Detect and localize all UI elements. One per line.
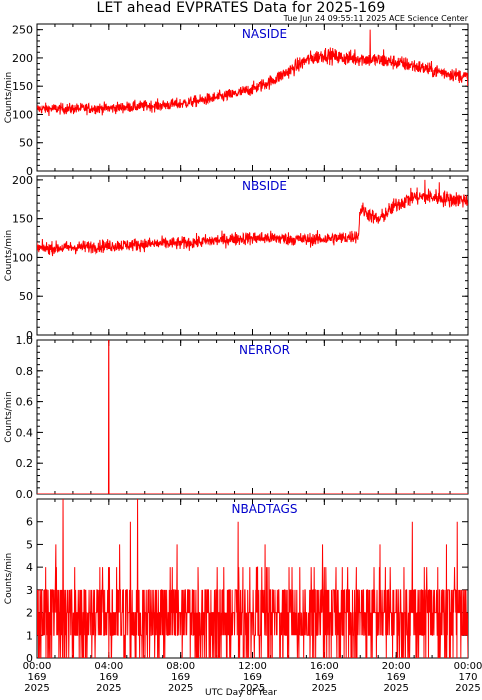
panel-label: NBSIDE xyxy=(242,179,287,193)
y-tick-label: 0 xyxy=(26,329,33,342)
chart-title: LET ahead EVPRATES Data for 2025-169 xyxy=(96,0,386,16)
x-axis-title: UTC Day of Year xyxy=(205,688,277,698)
y-axis-label: Counts/min xyxy=(4,230,14,281)
x-tick-label-time: 12:00 xyxy=(238,661,267,672)
plot-frame xyxy=(36,339,469,495)
x-tick-label-day: 170 xyxy=(458,672,477,683)
panel-label: NERROR xyxy=(239,343,290,357)
x-tick-label-day: 169 xyxy=(99,672,118,683)
x-tick-label-time: 16:00 xyxy=(310,661,339,672)
y-axis-label: Counts/min xyxy=(4,553,14,604)
x-tick-label-time: 00:00 xyxy=(454,661,482,672)
x-tick-label-year: 2025 xyxy=(383,683,408,694)
series-line-nbadtags xyxy=(37,499,468,658)
y-tick-label: 5 xyxy=(26,538,33,551)
y-tick-label: 2 xyxy=(26,607,33,620)
x-tick-label-day: 169 xyxy=(171,672,190,683)
y-tick-label: 200 xyxy=(12,174,33,187)
plot-frame xyxy=(36,175,469,336)
y-tick-label: 4 xyxy=(26,561,33,574)
y-tick-label: 100 xyxy=(12,251,33,264)
x-tick-label-year: 2025 xyxy=(24,683,49,694)
y-tick-label: 50 xyxy=(19,137,33,150)
x-tick-label-time: 08:00 xyxy=(166,661,195,672)
y-tick-label: 150 xyxy=(12,80,33,93)
y-tick-label: 100 xyxy=(12,108,33,121)
y-tick-label: 1 xyxy=(26,629,33,642)
timestamp-label: Tue Jun 24 09:55:11 2025 ACE Science Cen… xyxy=(283,14,468,23)
y-tick-label: 6 xyxy=(26,516,33,529)
x-axis-labels: 00:00169202504:00169202508:00169202512:0… xyxy=(23,661,482,694)
x-tick-label-year: 2025 xyxy=(168,683,193,694)
y-tick-label: 200 xyxy=(12,52,33,65)
x-tick-label-year: 2025 xyxy=(240,683,265,694)
y-tick-label: 0.6 xyxy=(16,396,34,409)
y-tick-label: 3 xyxy=(26,584,33,597)
x-tick-label-time: 20:00 xyxy=(382,661,411,672)
x-tick-label-day: 169 xyxy=(243,672,262,683)
x-tick-label-time: 04:00 xyxy=(94,661,123,672)
series-line-nerror xyxy=(37,340,468,494)
panel-nbside: 0 50 100 150 200 Counts/min NBSIDE xyxy=(4,174,469,342)
series-line-naside xyxy=(37,29,468,116)
series-line-nbside xyxy=(37,179,468,257)
x-tick-label-time: 00:00 xyxy=(23,661,52,672)
y-tick-label: 0.8 xyxy=(16,365,34,378)
y-tick-label: 0.4 xyxy=(16,426,34,439)
x-tick-label-day: 169 xyxy=(387,672,406,683)
x-tick-label-year: 2025 xyxy=(96,683,121,694)
y-tick-label: 1.0 xyxy=(16,334,34,347)
panel-nerror: 0.0 0.2 0.4 0.6 0.8 1.0 Counts/min NERROR xyxy=(4,334,469,501)
y-tick-label: 0.0 xyxy=(16,488,34,501)
y-axis-label: Counts/min xyxy=(4,72,14,123)
y-tick-label: 0 xyxy=(26,165,33,178)
panel-label: NBADTAGS xyxy=(232,502,298,516)
x-tick-label-day: 169 xyxy=(27,672,46,683)
x-tick-label-year: 2025 xyxy=(455,683,480,694)
y-tick-label: 150 xyxy=(12,213,33,226)
panel-naside: 0 50 100 150 200 250 Counts/min NASIDE xyxy=(4,23,469,178)
y-tick-label: 50 xyxy=(19,290,33,303)
y-tick-label: 250 xyxy=(12,24,33,37)
x-tick-label-year: 2025 xyxy=(312,683,337,694)
y-axis-label: Counts/min xyxy=(4,391,14,442)
y-tick-label: 0.2 xyxy=(16,457,34,470)
y-tick-label: 0 xyxy=(26,652,33,665)
panel-nbadtags: 0 1 2 3 4 5 6 Counts/min NBADTAGS xyxy=(4,498,469,665)
x-tick-label-day: 169 xyxy=(315,672,334,683)
plot-frame xyxy=(36,23,469,172)
panel-label: NASIDE xyxy=(242,27,287,41)
